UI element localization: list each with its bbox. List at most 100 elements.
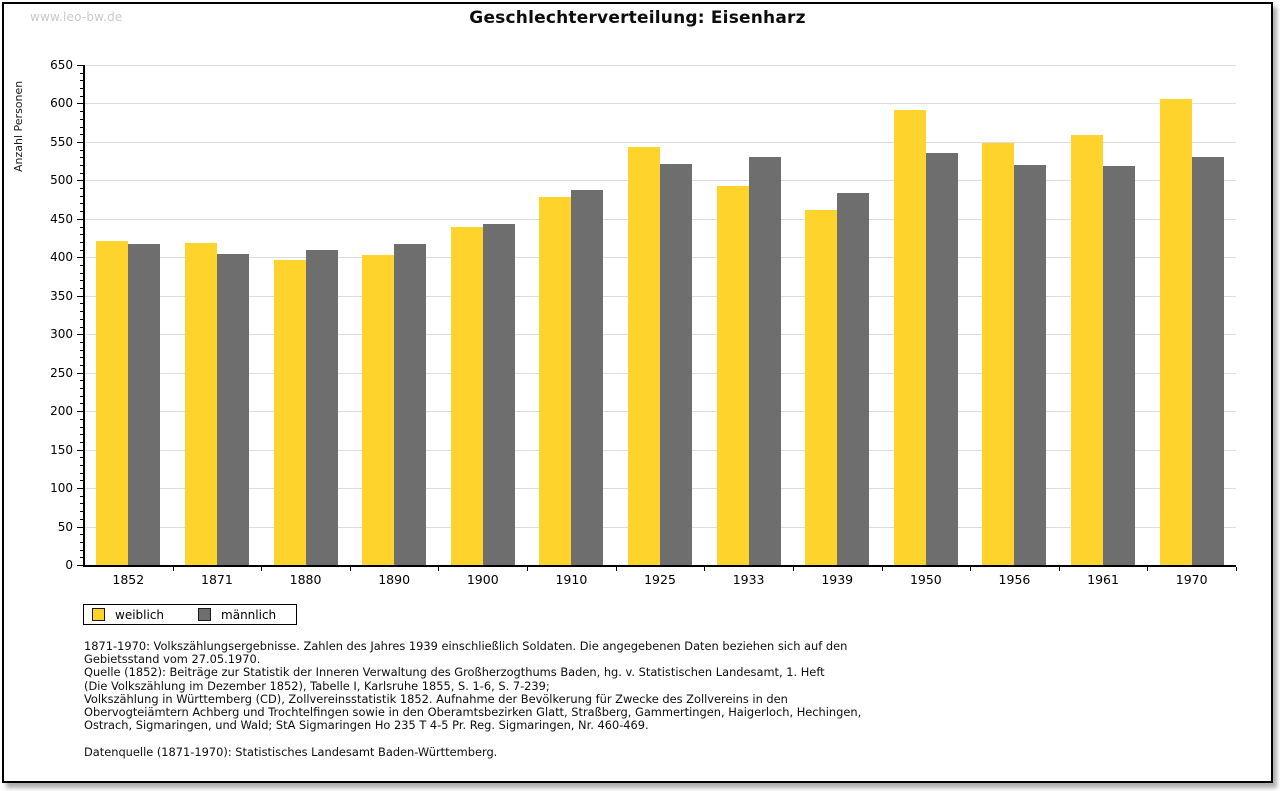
x-tick	[1147, 567, 1149, 571]
y-axis-line	[83, 65, 85, 566]
y-minor-tick	[80, 118, 84, 120]
y-minor-tick	[80, 303, 84, 305]
y-tick-label: 650	[50, 58, 73, 72]
y-minor-tick	[80, 380, 84, 382]
y-tick-label: 450	[50, 211, 73, 226]
y-tick-label: 400	[50, 250, 73, 265]
bar-weiblich-1961	[1071, 135, 1104, 565]
y-minor-tick	[80, 388, 84, 390]
y-tick-label: 200	[50, 404, 73, 419]
y-minor-tick	[80, 195, 84, 197]
bar-männlich-1925	[660, 164, 692, 565]
bar-männlich-1890	[394, 244, 427, 565]
y-minor-tick	[80, 480, 84, 482]
y-major-tick	[77, 449, 84, 451]
y-major-tick	[77, 295, 84, 297]
x-tick	[704, 567, 706, 571]
footnote-line-9: Datenquelle (1871-1970): Statistisches L…	[84, 745, 498, 760]
y-minor-tick	[80, 157, 84, 159]
y-tick-label: 250	[50, 365, 73, 380]
y-major-tick	[77, 257, 84, 259]
bar-männlich-1961	[1103, 165, 1136, 565]
x-tick-label-1852: 1852	[112, 572, 145, 587]
y-minor-tick	[80, 126, 84, 128]
bar-männlich-1939	[837, 193, 870, 565]
y-minor-tick	[80, 95, 84, 97]
y-tick-label: 300	[50, 327, 73, 342]
y-minor-tick	[80, 318, 84, 320]
legend-entry-weiblich: weiblich	[92, 608, 164, 622]
bar-weiblich-1970	[1159, 98, 1192, 565]
bar-männlich-1910	[571, 189, 604, 565]
bar-weiblich-1871	[184, 242, 217, 565]
bar-männlich-1880	[305, 250, 338, 565]
x-tick	[792, 567, 794, 571]
x-tick-label-1925: 1925	[644, 572, 676, 587]
legend-label-weiblich: weiblich	[115, 607, 165, 622]
y-minor-tick	[80, 503, 84, 505]
y-tick-label: 50	[57, 519, 73, 534]
y-tick-label: 0	[65, 558, 73, 572]
y-minor-tick	[80, 434, 84, 436]
y-tick-label: 100	[50, 481, 73, 496]
y-major-tick	[77, 180, 84, 182]
y-minor-tick	[80, 280, 84, 282]
bar-männlich-1852	[128, 244, 161, 565]
y-minor-tick	[80, 88, 84, 90]
footnote-spacer	[84, 732, 1224, 746]
y-major-tick	[77, 372, 84, 374]
y-minor-tick	[80, 80, 84, 82]
y-minor-tick	[80, 549, 84, 551]
legend-label-männlich: männlich	[221, 607, 277, 622]
footnote-line-5: Volkszählung in Württemberg (CD), Zollve…	[84, 691, 788, 706]
legend-swatch-weiblich	[92, 608, 105, 621]
y-major-tick	[77, 526, 84, 528]
gridline-550	[84, 141, 1236, 143]
x-tick-label-1871: 1871	[201, 572, 233, 587]
bar-männlich-1900	[482, 224, 515, 565]
x-tick	[1058, 567, 1060, 571]
footnote-line-4: (Die Volkszählung im Dezember 1852), Tab…	[84, 678, 550, 693]
y-minor-tick	[80, 165, 84, 166]
y-minor-tick	[80, 134, 84, 136]
y-minor-tick	[80, 311, 84, 313]
watermark-link[interactable]: www.leo-bw.de	[30, 10, 123, 24]
x-axis-line	[83, 565, 1236, 567]
chart-title: Geschlechterverteilung: Eisenharz	[469, 8, 806, 28]
y-minor-tick	[80, 241, 84, 243]
y-minor-tick	[80, 472, 84, 474]
y-minor-tick	[80, 172, 84, 174]
bar-männlich-1970	[1191, 156, 1224, 565]
bar-weiblich-1950	[893, 109, 926, 565]
plot-area: 0 50 100 150 200 250 300 350 400 450 500 550 600 650 1…	[4, 4, 1280, 791]
bar-weiblich-1900	[450, 226, 483, 565]
x-tick	[970, 567, 972, 571]
bar-männlich-1950	[925, 153, 958, 565]
footnotes: 1871-1970: Volkszählungsergebnisse. Zahl…	[84, 639, 1224, 760]
x-tick-label-1910: 1910	[555, 572, 588, 587]
bar-weiblich-1933	[716, 185, 749, 565]
y-minor-tick	[80, 541, 84, 543]
y-tick-label: 550	[50, 134, 73, 149]
x-tick-label-1950: 1950	[909, 572, 942, 587]
y-minor-tick	[80, 211, 84, 213]
y-minor-tick	[80, 188, 84, 190]
x-tick	[1236, 567, 1237, 571]
y-minor-tick	[80, 418, 84, 420]
x-tick-label-1961: 1961	[1087, 572, 1119, 587]
x-tick	[881, 567, 883, 571]
y-minor-tick	[80, 557, 84, 559]
x-tick-label-1933: 1933	[732, 572, 765, 587]
bar-weiblich-1925	[628, 147, 660, 565]
x-tick	[527, 567, 529, 571]
x-tick	[615, 567, 617, 571]
y-minor-tick	[80, 226, 84, 228]
bar-männlich-1956	[1014, 165, 1047, 565]
x-tick	[261, 567, 263, 571]
gridline-600	[84, 103, 1236, 105]
y-minor-tick	[80, 265, 84, 266]
y-tick-label: 600	[50, 96, 73, 111]
x-tick	[349, 567, 351, 571]
bar-weiblich-1890	[362, 255, 395, 565]
